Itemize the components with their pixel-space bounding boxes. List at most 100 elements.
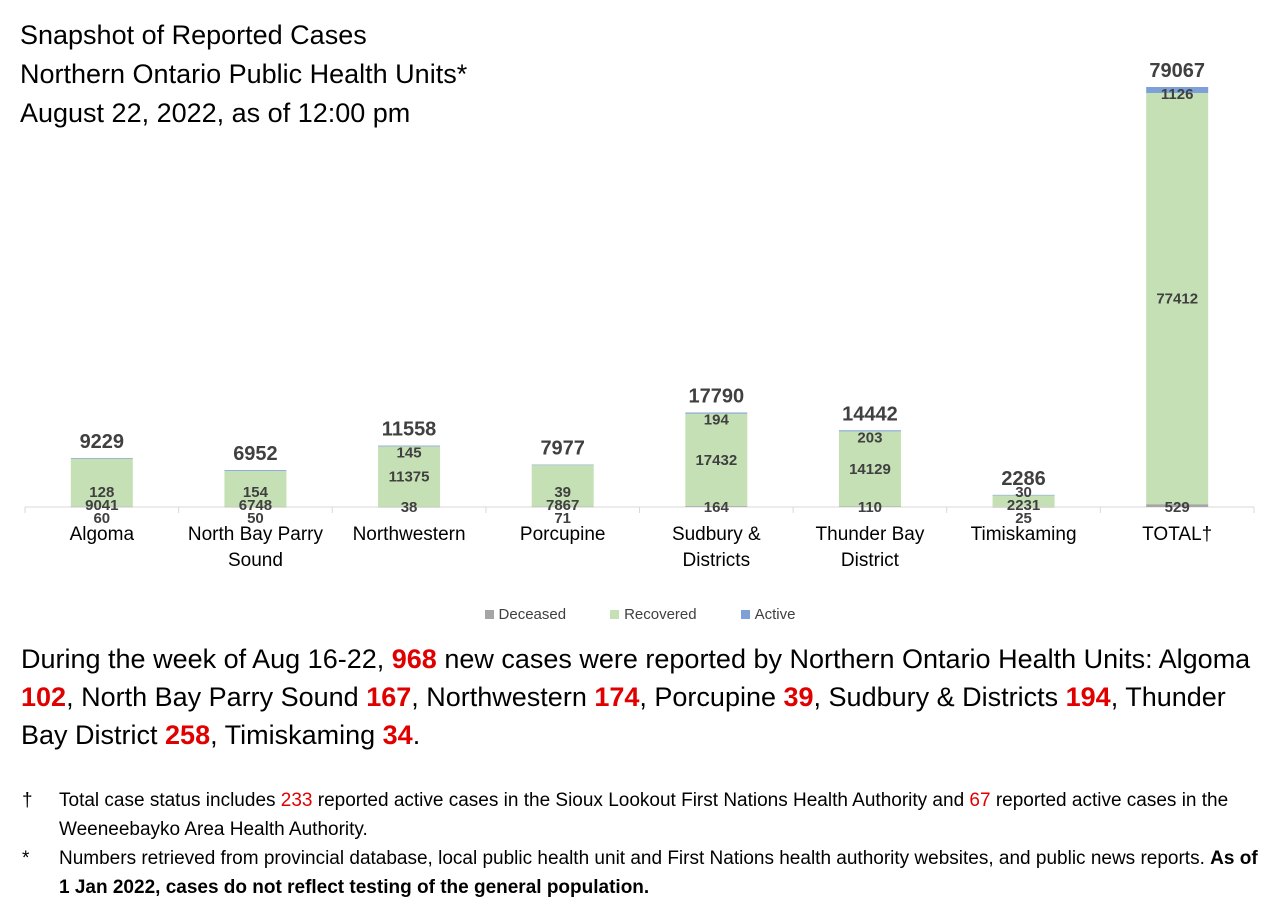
data-label-deceased: 164 xyxy=(704,499,730,516)
footnote-bold-text: As of 1 Jan 2022, cases do not reflect t… xyxy=(59,848,1258,898)
data-label-total: 79067 xyxy=(1149,60,1205,82)
category-label: Algoma xyxy=(70,524,135,545)
bar-active xyxy=(1146,87,1209,93)
data-label-deceased: 529 xyxy=(1165,499,1190,516)
data-label-recovered: 6748 xyxy=(239,497,272,514)
bar-deceased xyxy=(531,506,594,508)
footnotes: † Total case status includes 233 reported… xyxy=(22,786,1272,902)
summary-text: . xyxy=(412,720,421,750)
bar-recovered xyxy=(531,464,594,507)
data-label-recovered: 9041 xyxy=(85,497,118,514)
bar-recovered xyxy=(70,458,133,507)
summary-text: , Timiskaming xyxy=(210,720,383,750)
bar-active xyxy=(224,470,287,471)
bar-deceased xyxy=(838,506,901,507)
legend-item-recovered: Recovered xyxy=(610,606,697,623)
title-line-1: Snapshot of Reported Cases xyxy=(20,20,367,50)
summary-text: new cases were reported by Northern Onta… xyxy=(436,644,1251,674)
category-label: Timiskaming xyxy=(971,524,1077,545)
data-label-total: 17790 xyxy=(689,386,745,408)
data-label-recovered: 77412 xyxy=(1156,291,1198,308)
data-label-recovered: 14129 xyxy=(849,461,891,478)
category-label: Districts xyxy=(683,550,751,571)
bar-deceased xyxy=(378,506,441,508)
data-label-active: 145 xyxy=(397,445,422,462)
chart-title: Snapshot of Reported Cases Northern Onta… xyxy=(20,16,467,133)
bar-recovered xyxy=(378,446,441,507)
legend-label-active: Active xyxy=(754,606,796,623)
category-label: Northwestern xyxy=(353,524,466,545)
data-label-deceased: 110 xyxy=(858,499,882,516)
data-label-active: 194 xyxy=(704,412,730,429)
data-label-deceased: 50 xyxy=(247,510,264,527)
chart-legend: Deceased Recovered Active xyxy=(0,606,1280,623)
data-label-recovered: 17432 xyxy=(695,452,737,469)
summary-algoma-count: 102 xyxy=(21,682,67,712)
legend-swatch-deceased xyxy=(484,610,494,619)
data-label-deceased: 71 xyxy=(554,510,571,527)
summary-nbps-count: 167 xyxy=(366,682,412,712)
data-label-total: 2286 xyxy=(1001,468,1046,490)
footnote-text: Total case status includes xyxy=(59,790,281,811)
weekly-summary: During the week of Aug 16-22, 968 new ca… xyxy=(21,640,1271,754)
category-label: Porcupine xyxy=(520,524,606,545)
category-label: TOTAL† xyxy=(1142,524,1212,545)
category-label: Sudbury & xyxy=(672,524,761,545)
category-label: Sound xyxy=(228,550,283,571)
summary-text: , Thunder Bay District xyxy=(21,682,1226,750)
data-label-active: 128 xyxy=(89,484,114,501)
data-label-recovered: 2231 xyxy=(1007,497,1040,514)
footnote-dagger-mark: † xyxy=(22,790,33,811)
legend-item-active: Active xyxy=(740,606,796,623)
summary-total-new: 968 xyxy=(391,644,437,674)
data-label-active: 203 xyxy=(857,429,882,446)
data-label-deceased: 25 xyxy=(1015,510,1032,527)
summary-text: , Northwestern xyxy=(411,682,595,712)
footnote-sioux-count: 233 xyxy=(280,790,313,811)
data-label-total: 7977 xyxy=(540,438,585,460)
summary-text: During the week of Aug 16-22, xyxy=(21,644,392,674)
bar-deceased xyxy=(70,506,133,508)
footnote-star: * Numbers retrieved from provincial datab… xyxy=(22,844,1272,902)
category-label: North Bay Parry xyxy=(188,524,324,545)
data-label-deceased: 60 xyxy=(93,510,110,527)
data-label-recovered: 11375 xyxy=(389,469,430,486)
data-label-total: 6952 xyxy=(233,443,278,465)
data-label-active: 1126 xyxy=(1161,86,1194,103)
category-label: District xyxy=(841,550,900,571)
data-label-recovered: 7867 xyxy=(546,497,579,514)
summary-northwestern-count: 174 xyxy=(594,682,640,712)
footnote-text: reported active cases in the Weeneebayko… xyxy=(59,790,1229,840)
footnote-weeneebayko-count: 67 xyxy=(969,790,991,811)
data-label-active: 39 xyxy=(554,484,571,501)
bar-deceased xyxy=(992,506,1055,508)
summary-timiskaming-count: 34 xyxy=(382,720,413,750)
data-label-active: 30 xyxy=(1015,484,1032,501)
bar-recovered xyxy=(224,470,287,507)
data-label-total: 14442 xyxy=(842,403,898,425)
bar-recovered xyxy=(685,413,748,507)
legend-label-recovered: Recovered xyxy=(624,606,697,623)
footnote-text: Numbers retrieved from provincial databa… xyxy=(59,848,1211,869)
bar-active xyxy=(685,412,748,414)
legend-item-deceased: Deceased xyxy=(484,606,566,623)
bar-recovered xyxy=(838,431,901,507)
bar-deceased xyxy=(1146,504,1209,507)
bar-active xyxy=(992,494,1055,496)
category-label: Thunder Bay xyxy=(816,524,925,545)
summary-sudbury-count: 194 xyxy=(1065,682,1111,712)
legend-swatch-recovered xyxy=(610,610,620,619)
summary-thunder-bay-count: 258 xyxy=(165,720,211,750)
title-line-3: August 22, 2022, as of 12:00 pm xyxy=(20,98,411,128)
summary-text: , Porcupine xyxy=(639,682,784,712)
summary-text: , North Bay Parry Sound xyxy=(66,682,367,712)
title-line-2: Northern Ontario Public Health Units* xyxy=(20,59,468,89)
bar-recovered xyxy=(992,495,1055,507)
data-label-active: 154 xyxy=(243,484,269,501)
footnote-text: reported active cases in the Sioux Looko… xyxy=(312,790,970,811)
bar-recovered xyxy=(1146,92,1209,505)
data-label-total: 9229 xyxy=(80,431,125,453)
data-label-total: 11558 xyxy=(382,419,437,441)
summary-porcupine-count: 39 xyxy=(783,682,814,712)
